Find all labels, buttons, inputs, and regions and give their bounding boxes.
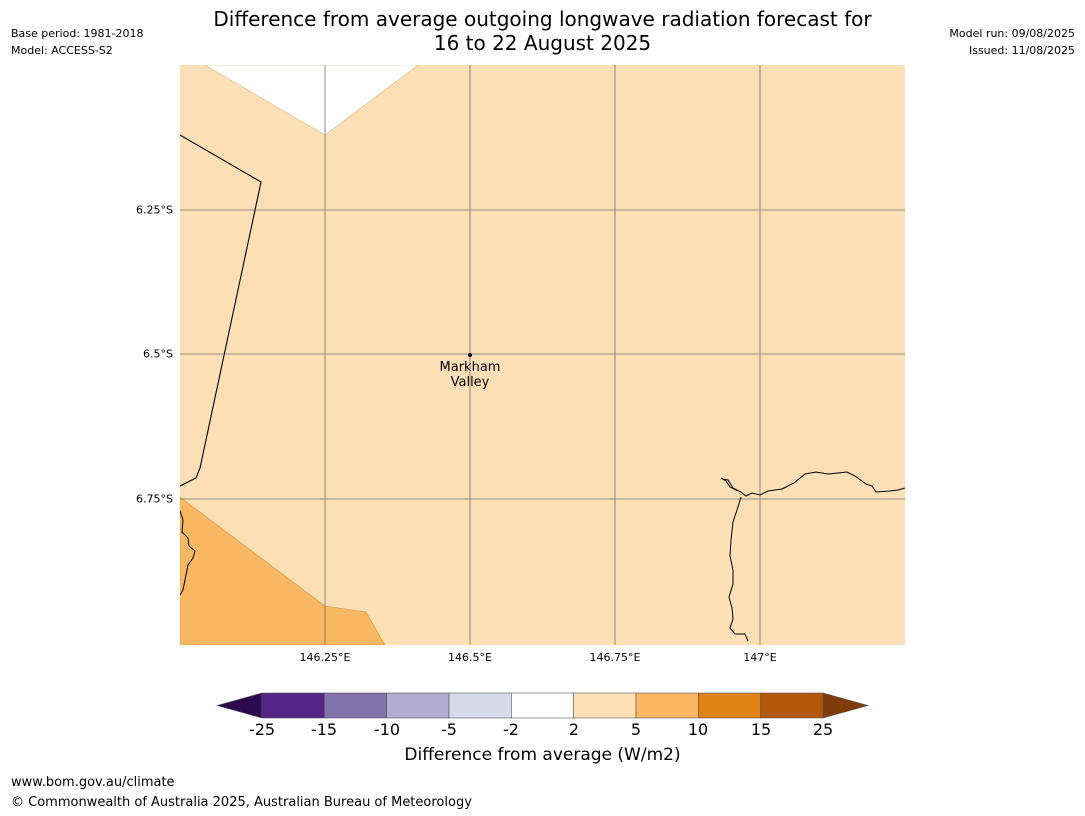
colorbar-tick-label: 15 (750, 720, 772, 739)
coast-inlet (720, 477, 739, 492)
lon-label-146-75: 146.75°E (589, 651, 641, 664)
colorbar-segment (635, 692, 699, 719)
lon-label-146-5: 146.5°E (448, 651, 492, 664)
lat-label-6-25: 6.25°S (136, 203, 173, 217)
chart-title: Difference from average outgoing longwav… (180, 7, 905, 55)
title-line-2: 16 to 22 August 2025 (433, 31, 652, 55)
place-label-markham-valley: Markham Valley (440, 360, 501, 390)
model-run-text: Model run: 09/08/2025 (949, 27, 1075, 40)
anomaly-region-neutral (204, 65, 419, 136)
colorbar-segment (511, 692, 574, 719)
colorbar-tick-label: 10 (687, 720, 709, 739)
colorbar-tick-label: -10 (373, 720, 401, 739)
colorbar-segment (573, 692, 637, 719)
footer-copyright: © Commonwealth of Australia 2025, Austra… (11, 795, 472, 810)
boundary-line (180, 134, 262, 487)
coastline-east (721, 471, 905, 497)
anomaly-region-5-to-10 (180, 496, 386, 645)
colorbar-tick-label: -2 (503, 720, 519, 739)
colorbar-segment (324, 692, 387, 719)
colorbar-extend-high (822, 692, 870, 719)
meta-right: Model run: 09/08/2025 Issued: 11/08/2025 (949, 25, 1075, 59)
lon-label-147: 147°E (743, 651, 777, 664)
colorbar-segment (760, 692, 824, 719)
place-label-line-2: Valley (450, 375, 490, 390)
colorbar-tick-label: 2 (568, 720, 580, 739)
graticule (180, 65, 905, 645)
colorbar-segment (448, 692, 512, 719)
lat-label-6-75: 6.75°S (136, 492, 173, 506)
colorbar-tick-label: 25 (812, 720, 834, 739)
colorbar-tick-label: -25 (248, 720, 276, 739)
map-panel (180, 65, 905, 645)
colorbar-extend-low (215, 692, 263, 719)
colorbar (215, 692, 870, 719)
colorbar-segment (386, 692, 450, 719)
lat-label-6-5: 6.5°S (143, 347, 173, 361)
coastline-west (180, 510, 196, 596)
anomaly-region-2-to-5 (180, 65, 905, 645)
meta-left: Base period: 1981-2018 Model: ACCESS-S2 (11, 25, 143, 59)
place-label-line-1: Markham (439, 360, 501, 375)
colorbar-tick-label: -15 (310, 720, 338, 739)
lon-label-146-25: 146.25°E (299, 651, 351, 664)
model-text: Model: ACCESS-S2 (11, 44, 113, 57)
colorbar-tick-label: 5 (630, 720, 642, 739)
river-line (728, 496, 749, 642)
colorbar-segment (698, 692, 761, 719)
footer-url: www.bom.gov.au/climate (11, 775, 175, 790)
base-period-text: Base period: 1981-2018 (11, 27, 144, 40)
colorbar-segment (261, 692, 325, 719)
colorbar-title: Difference from average (W/m2) (404, 745, 681, 765)
colorbar-tick-label: -5 (441, 720, 457, 739)
issued-text: Issued: 11/08/2025 (968, 44, 1075, 57)
title-line-1: Difference from average outgoing longwav… (213, 7, 872, 31)
markham-valley-marker (468, 353, 472, 357)
